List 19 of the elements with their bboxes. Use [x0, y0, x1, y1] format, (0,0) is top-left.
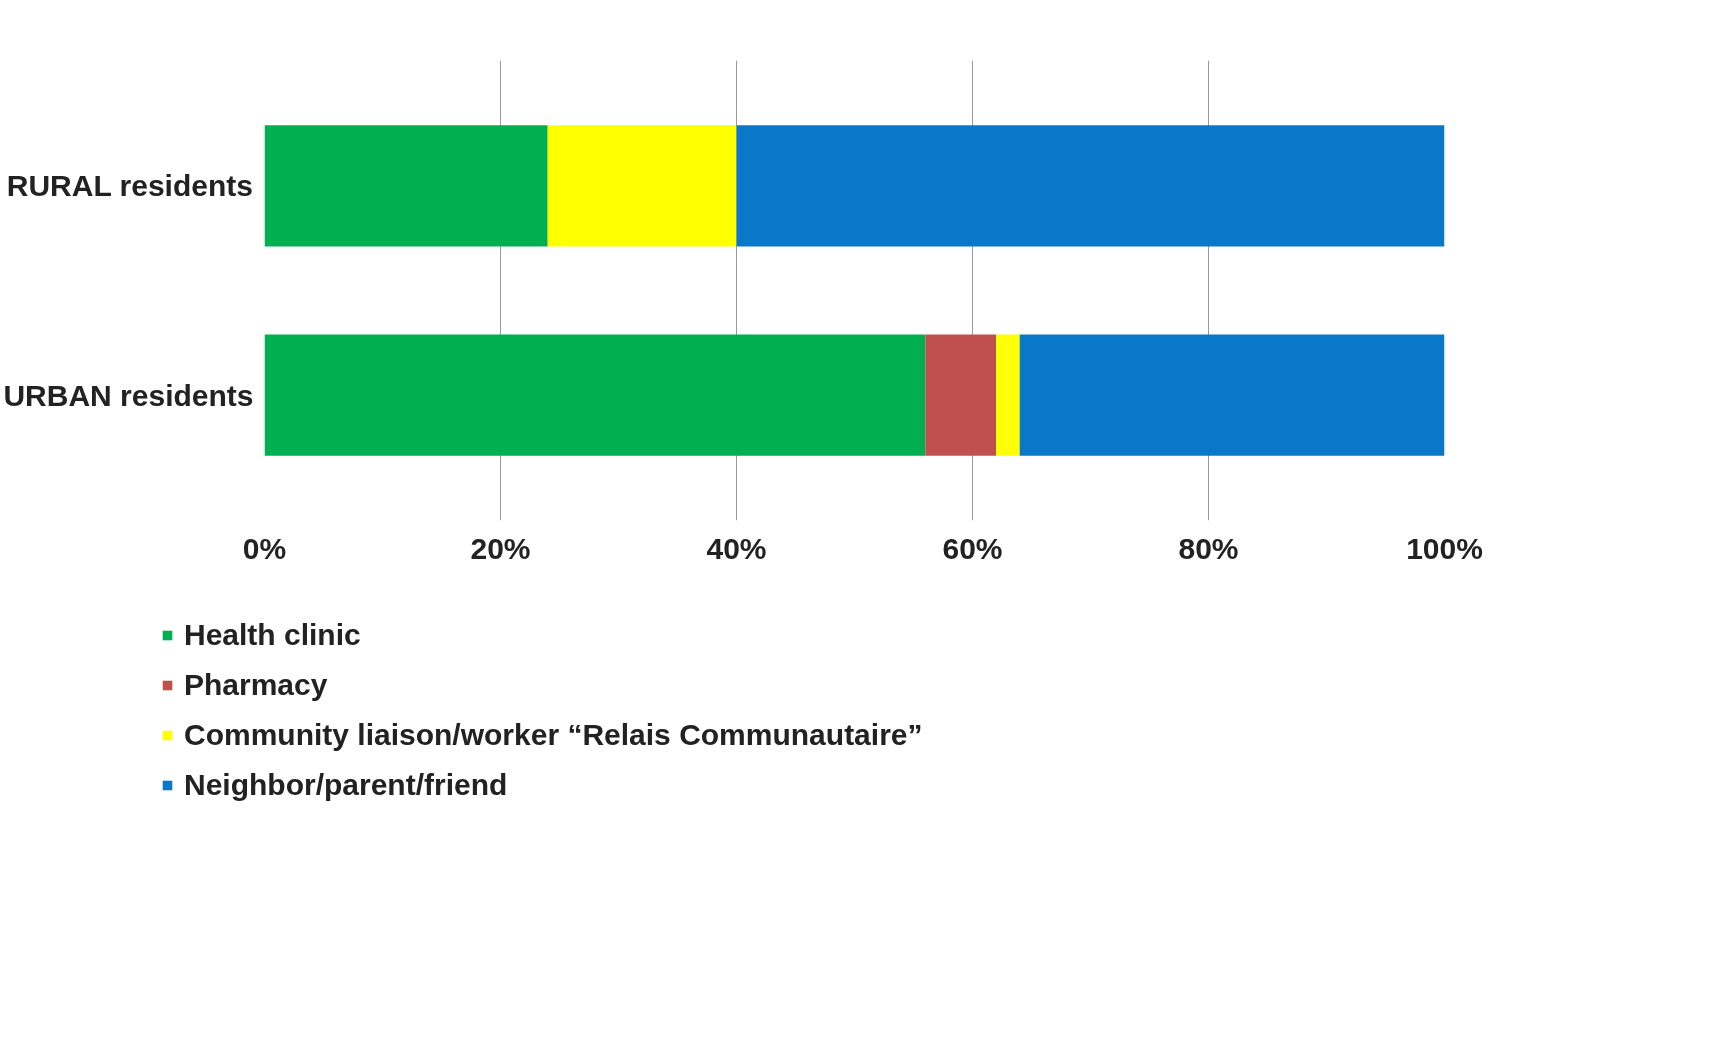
legend-label: Health clinic	[184, 618, 361, 652]
legend-label: Neighbor/parent/friend	[184, 768, 508, 802]
bar	[1019, 334, 1445, 456]
bar	[996, 334, 1020, 456]
y-tick-label: RURAL residents	[6, 169, 253, 203]
x-tick-label: 40%	[706, 531, 767, 565]
y-tick-label: URBAN residents	[3, 378, 254, 412]
legend-label: Pharmacy	[184, 668, 328, 702]
x-tick-label: 0%	[242, 531, 287, 565]
bar	[264, 334, 926, 456]
x-tick-label: 100%	[1406, 531, 1483, 565]
x-tick-label: 60%	[942, 531, 1003, 565]
bar	[736, 125, 1445, 247]
x-tick-label: 20%	[470, 531, 531, 565]
bar	[925, 334, 997, 456]
bar	[547, 125, 737, 247]
x-tick-label: 80%	[1178, 531, 1239, 565]
legend-label: Community liaison/worker “Relais Communautaire”	[184, 718, 923, 752]
bar	[264, 125, 548, 247]
